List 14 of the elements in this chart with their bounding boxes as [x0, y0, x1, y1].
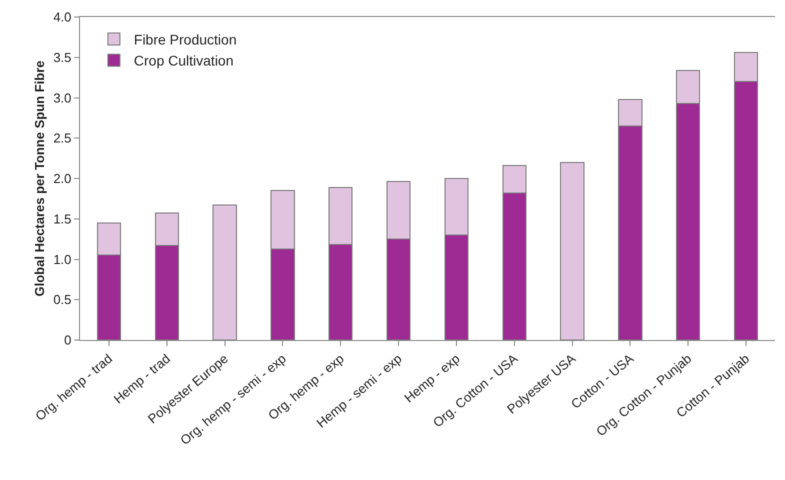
bar: [560, 162, 584, 340]
y-tick-label: 3.5: [53, 50, 72, 65]
y-tick-label: 1.0: [53, 252, 72, 267]
bar: [212, 204, 237, 340]
y-tick-label: 2.5: [53, 130, 72, 146]
y-tick-label: 0.5: [53, 292, 72, 308]
y-tick-label: 2.0: [53, 171, 72, 186]
y-tick-label: 0: [64, 332, 72, 348]
y-axis-title: Global Hectares per Tonne Spun Fibre: [32, 60, 47, 296]
y-tick-label: 1.5: [53, 211, 72, 226]
legend-label: Fibre Production: [134, 32, 237, 48]
legend-label: Crop Cultivation: [134, 52, 234, 69]
y-tick-label: 3.0: [53, 90, 72, 106]
y-tick-label: 4.0: [53, 10, 72, 25]
